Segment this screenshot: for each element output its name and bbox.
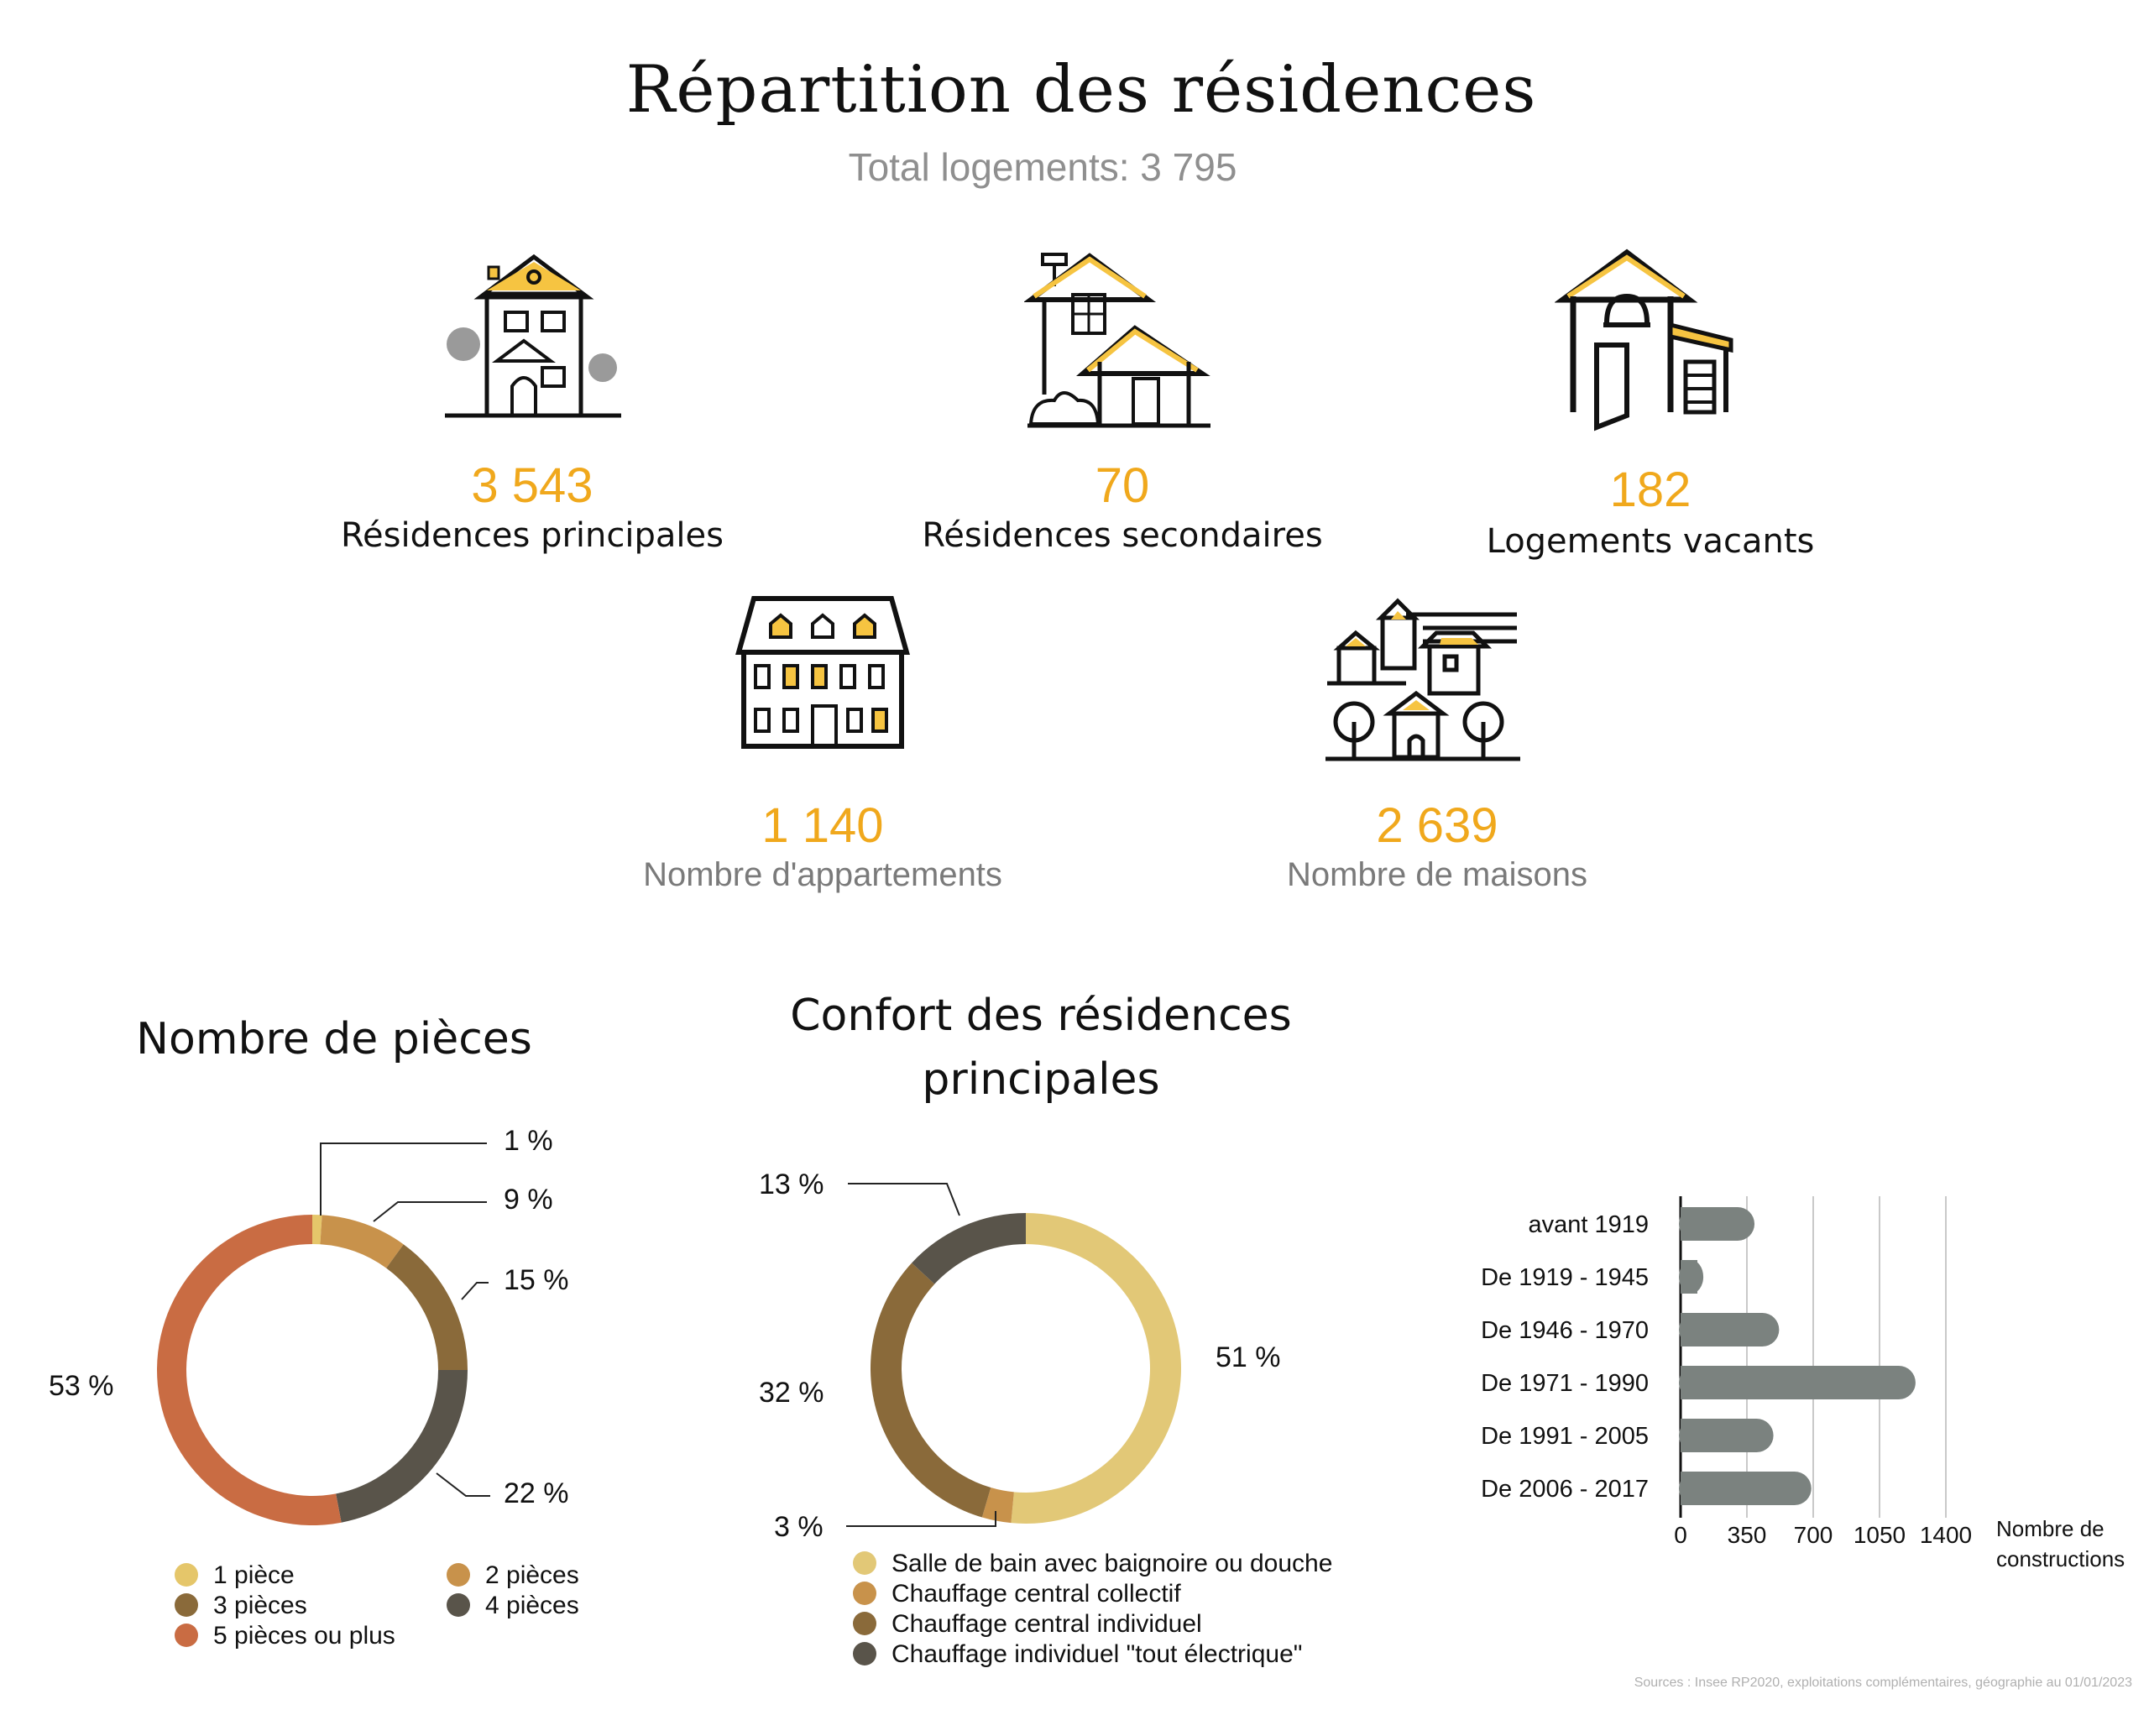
confort-donut-slice-1 [1011, 1213, 1182, 1524]
townhouse-icon [437, 243, 630, 428]
confort-label-2: 3 % [774, 1511, 824, 1543]
confort-legend-label: Chauffage central collectif [891, 1580, 1181, 1608]
bar-3-base [1681, 1313, 1697, 1346]
bar-category-label: De 1991 - 2005 [1481, 1423, 1649, 1450]
stat-label-residences-secondaires: Résidences secondaires [922, 516, 1323, 555]
bar-5-base [1681, 1419, 1697, 1452]
apartment-building-icon [730, 592, 915, 751]
bar-category-label: De 1971 - 1990 [1481, 1370, 1649, 1397]
leader-line [436, 1472, 490, 1497]
stat-value-residences-secondaires: 70 [1095, 458, 1150, 513]
page-title: Répartition des résidences [625, 52, 1537, 128]
pieces-label-2: 9 % [504, 1184, 553, 1216]
pieces-donut-slice-3 [386, 1244, 468, 1370]
pieces-chart-title: Nombre de pièces [136, 1014, 532, 1064]
stat-value-maisons: 2 639 [1376, 798, 1498, 853]
bar-5 [1679, 1419, 1774, 1452]
bar-6 [1679, 1472, 1812, 1505]
bar-x-tick: 1400 [1920, 1522, 1972, 1548]
bar-1-base [1681, 1207, 1697, 1241]
confort-legend-swatch [853, 1582, 876, 1605]
confort-label-1: 51 % [1216, 1341, 1281, 1373]
stat-label-logements-vacants: Logements vacants [1486, 522, 1815, 561]
bar-x-axis-label: Nombre de constructions [1996, 1516, 2125, 1571]
bar-x-tick: 700 [1794, 1522, 1833, 1548]
confort-donut-slice-2 [981, 1488, 1014, 1524]
pieces-label-1: 1 % [504, 1125, 553, 1157]
leader-line [848, 1183, 960, 1216]
bar-4-base [1681, 1366, 1697, 1399]
bar-6-base [1681, 1472, 1697, 1505]
stat-label-residences-principales: Résidences principales [341, 516, 724, 555]
stat-label-maisons: Nombre de maisons [1287, 856, 1587, 893]
confort-legend-label: Salle de bain avec baignoire ou douche [891, 1550, 1332, 1577]
bar-category-label: avant 1919 [1528, 1211, 1649, 1238]
confort-donut-slice-3 [871, 1263, 991, 1518]
pieces-donut-slice-4 [336, 1370, 468, 1523]
stat-value-appartements: 1 140 [761, 798, 884, 853]
pieces-legend-swatch [175, 1593, 198, 1617]
bar-1 [1679, 1207, 1755, 1241]
leader-line [320, 1143, 487, 1216]
pieces-label-4: 22 % [504, 1477, 569, 1509]
bar-category-label: De 1919 - 1945 [1481, 1264, 1649, 1291]
confort-legend-swatch [853, 1612, 876, 1635]
pieces-legend-label: 5 pièces ou plus [213, 1622, 395, 1650]
pieces-legend-swatch [175, 1624, 198, 1647]
two-houses-icon [1022, 248, 1217, 432]
pieces-legend-label: 1 pièce [213, 1561, 295, 1589]
pieces-donut-slice-5 [157, 1215, 342, 1525]
confort-legend-label: Chauffage central individuel [891, 1610, 1202, 1638]
bar-category-label: De 2006 - 2017 [1481, 1476, 1649, 1503]
pieces-donut-slice-1 [312, 1215, 322, 1245]
pieces-label-5: 53 % [49, 1370, 114, 1402]
pieces-legend-label: 3 pièces [213, 1592, 307, 1619]
confort-legend-swatch [853, 1642, 876, 1665]
bar-x-tick: 0 [1674, 1522, 1687, 1548]
pieces-label-3: 15 % [504, 1264, 569, 1296]
stat-value-logements-vacants: 182 [1609, 463, 1691, 517]
open-door-house-icon [1554, 248, 1748, 432]
page-subtitle: Total logements: 3 795 [848, 145, 1237, 189]
confort-label-3: 32 % [759, 1377, 824, 1409]
pieces-legend-swatch [447, 1593, 470, 1617]
stat-label-appartements: Nombre d'appartements [643, 856, 1002, 893]
leader-line [373, 1201, 487, 1222]
sources-note: Sources : Insee RP2020, exploitations co… [1634, 1676, 2132, 1690]
confort-legend-swatch [853, 1551, 876, 1575]
leader-line [461, 1282, 489, 1300]
leader-line [846, 1511, 996, 1527]
bar-4 [1679, 1366, 1916, 1399]
bar-x-tick: 350 [1728, 1522, 1767, 1548]
stat-value-residences-principales: 3 543 [471, 458, 593, 513]
confort-label-4: 13 % [759, 1169, 824, 1200]
bar-category-label: De 1946 - 1970 [1481, 1317, 1649, 1344]
bar-3 [1679, 1313, 1780, 1346]
pieces-legend-swatch [447, 1563, 470, 1587]
bar-2-base [1681, 1260, 1697, 1294]
pieces-legend-label: 2 pièces [485, 1561, 579, 1589]
pieces-legend-label: 4 pièces [485, 1592, 579, 1619]
pieces-donut-slice-2 [320, 1215, 404, 1268]
confort-chart-title: Confort des résidences principales [790, 991, 1292, 1105]
pieces-legend-swatch [175, 1563, 198, 1587]
confort-donut-slice-4 [912, 1213, 1026, 1284]
bar-x-tick: 1050 [1854, 1522, 1906, 1548]
confort-legend-label: Chauffage individuel "tout électrique" [891, 1640, 1302, 1668]
village-houses-icon [1322, 596, 1524, 764]
